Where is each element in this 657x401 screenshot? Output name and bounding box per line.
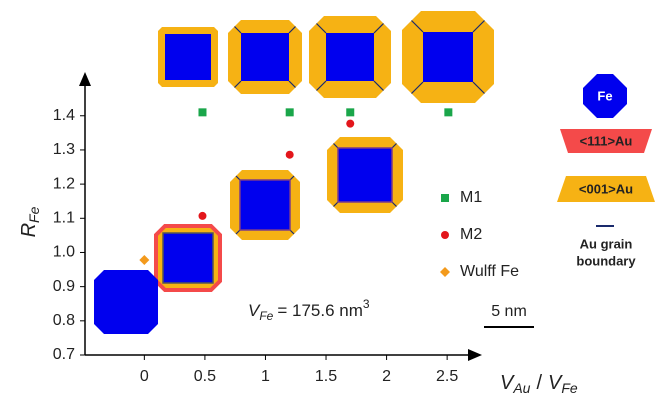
x-tick-label: 2: [382, 368, 391, 385]
wulff-fe-particle: [94, 270, 158, 334]
y-tick-label: 0.7: [53, 346, 75, 363]
grain-boundary: [373, 80, 384, 91]
grain-boundary: [316, 80, 327, 91]
legend-001-label: <001>Au: [579, 181, 633, 196]
particle-core: [423, 32, 473, 82]
x-label: VAu / VFe: [500, 372, 578, 395]
data-point: [346, 108, 355, 117]
y-label: RFe: [18, 206, 41, 237]
legend-111-shape: [560, 129, 652, 153]
legend-marker: [440, 267, 450, 277]
data-point: [285, 150, 294, 159]
particle-core: [326, 33, 374, 81]
grain-boundary: [472, 81, 485, 94]
x-tick-label: 1: [261, 368, 270, 385]
y-label-sub: Fe: [26, 206, 42, 223]
annotation-sub: Fe: [259, 309, 273, 323]
particle-core: [241, 33, 289, 81]
annotation: VFe = 175.6 nm3: [248, 297, 370, 323]
scale-bar-label: 5 nm: [491, 303, 527, 320]
y-axis-arrow: [79, 72, 91, 86]
y-tick-label: 1.3: [53, 141, 75, 158]
legend-marker: [441, 231, 449, 239]
x-tick-label: 1.5: [315, 368, 337, 385]
grain-boundary: [288, 26, 296, 34]
x-label-part: V: [548, 372, 563, 394]
annotation-part: V: [248, 301, 261, 320]
grain-boundary: [288, 80, 296, 88]
grain-boundary: [472, 20, 485, 33]
grain-boundary: [234, 26, 242, 34]
legend-111-label: <111>Au: [580, 133, 633, 148]
particle-core: [337, 147, 393, 203]
legend-label: Wulff Fe: [460, 263, 519, 280]
grain-boundary: [234, 80, 242, 88]
legend-boundary-label: Au grain: [580, 236, 633, 251]
y-tick-label: 1.2: [53, 175, 75, 192]
particle-core: [165, 34, 211, 80]
y-label-main: R: [18, 223, 40, 237]
y-tick-label: 0.8: [53, 312, 75, 329]
particle-core: [239, 179, 291, 231]
x-tick-label: 0.5: [194, 368, 216, 385]
legend-fe-shape: [583, 74, 627, 118]
x-tick-label: 2.5: [436, 368, 458, 385]
data-point: [198, 108, 207, 117]
y-tick-label: 1.4: [53, 107, 75, 124]
legend-fe-label: Fe: [597, 88, 612, 103]
x-tick-label: 0: [140, 368, 149, 385]
x-label-sub: Fe: [561, 380, 578, 396]
grain-boundary: [316, 23, 327, 34]
grain-boundary: [411, 20, 424, 33]
grain-boundary: [411, 81, 424, 94]
illustrations: [94, 11, 494, 334]
data-point: [139, 254, 150, 265]
legend-marker: [441, 194, 449, 202]
annotation-part: = 175.6 nm: [277, 301, 363, 320]
y-tick-label: 1.1: [53, 210, 75, 227]
x-axis-arrow: [468, 349, 482, 361]
x-label-part: /: [536, 372, 542, 394]
particle-111-edges: [154, 224, 222, 292]
particle-core: [162, 232, 214, 284]
data-point: [198, 211, 207, 220]
legend-boundary-label: boundary: [576, 253, 636, 268]
grain-boundary: [373, 23, 384, 34]
x-label-sub: Au: [512, 380, 530, 396]
legend-label: M1: [460, 189, 482, 206]
y-tick-label: 1.0: [53, 244, 75, 261]
legend-label: M2: [460, 226, 482, 243]
data-point: [346, 119, 355, 128]
data-point: [444, 108, 453, 117]
annotation-sup: 3: [363, 297, 370, 311]
y-tick-label: 0.9: [53, 278, 75, 295]
legend-001-shape: [557, 176, 655, 202]
x-label-part: V: [500, 372, 515, 394]
data-point: [285, 108, 294, 117]
